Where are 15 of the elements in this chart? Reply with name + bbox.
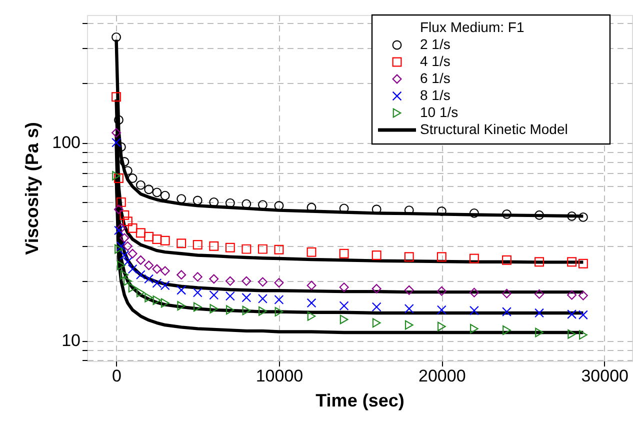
legend-label: 10 1/s: [420, 104, 458, 120]
legend-label: 8 1/s: [420, 87, 450, 103]
y-tick-label: 10: [62, 331, 80, 350]
legend-label: 6 1/s: [420, 70, 450, 86]
x-tick-label: 0: [112, 366, 122, 386]
y-axis-title: Viscosity (Pa s): [22, 122, 42, 255]
x-tick-label: 20000: [418, 366, 466, 386]
x-tick-label: 30000: [581, 366, 628, 386]
x-axis-title: Time (sec): [316, 390, 404, 410]
legend-label: Structural Kinetic Model: [420, 121, 568, 137]
legend-label: 2 1/s: [420, 36, 450, 52]
legend-title: Flux Medium: F1: [420, 19, 524, 35]
x-tick-label: 10000: [256, 366, 304, 386]
y-tick-label: 100: [52, 133, 80, 152]
legend-label: 4 1/s: [420, 53, 450, 69]
